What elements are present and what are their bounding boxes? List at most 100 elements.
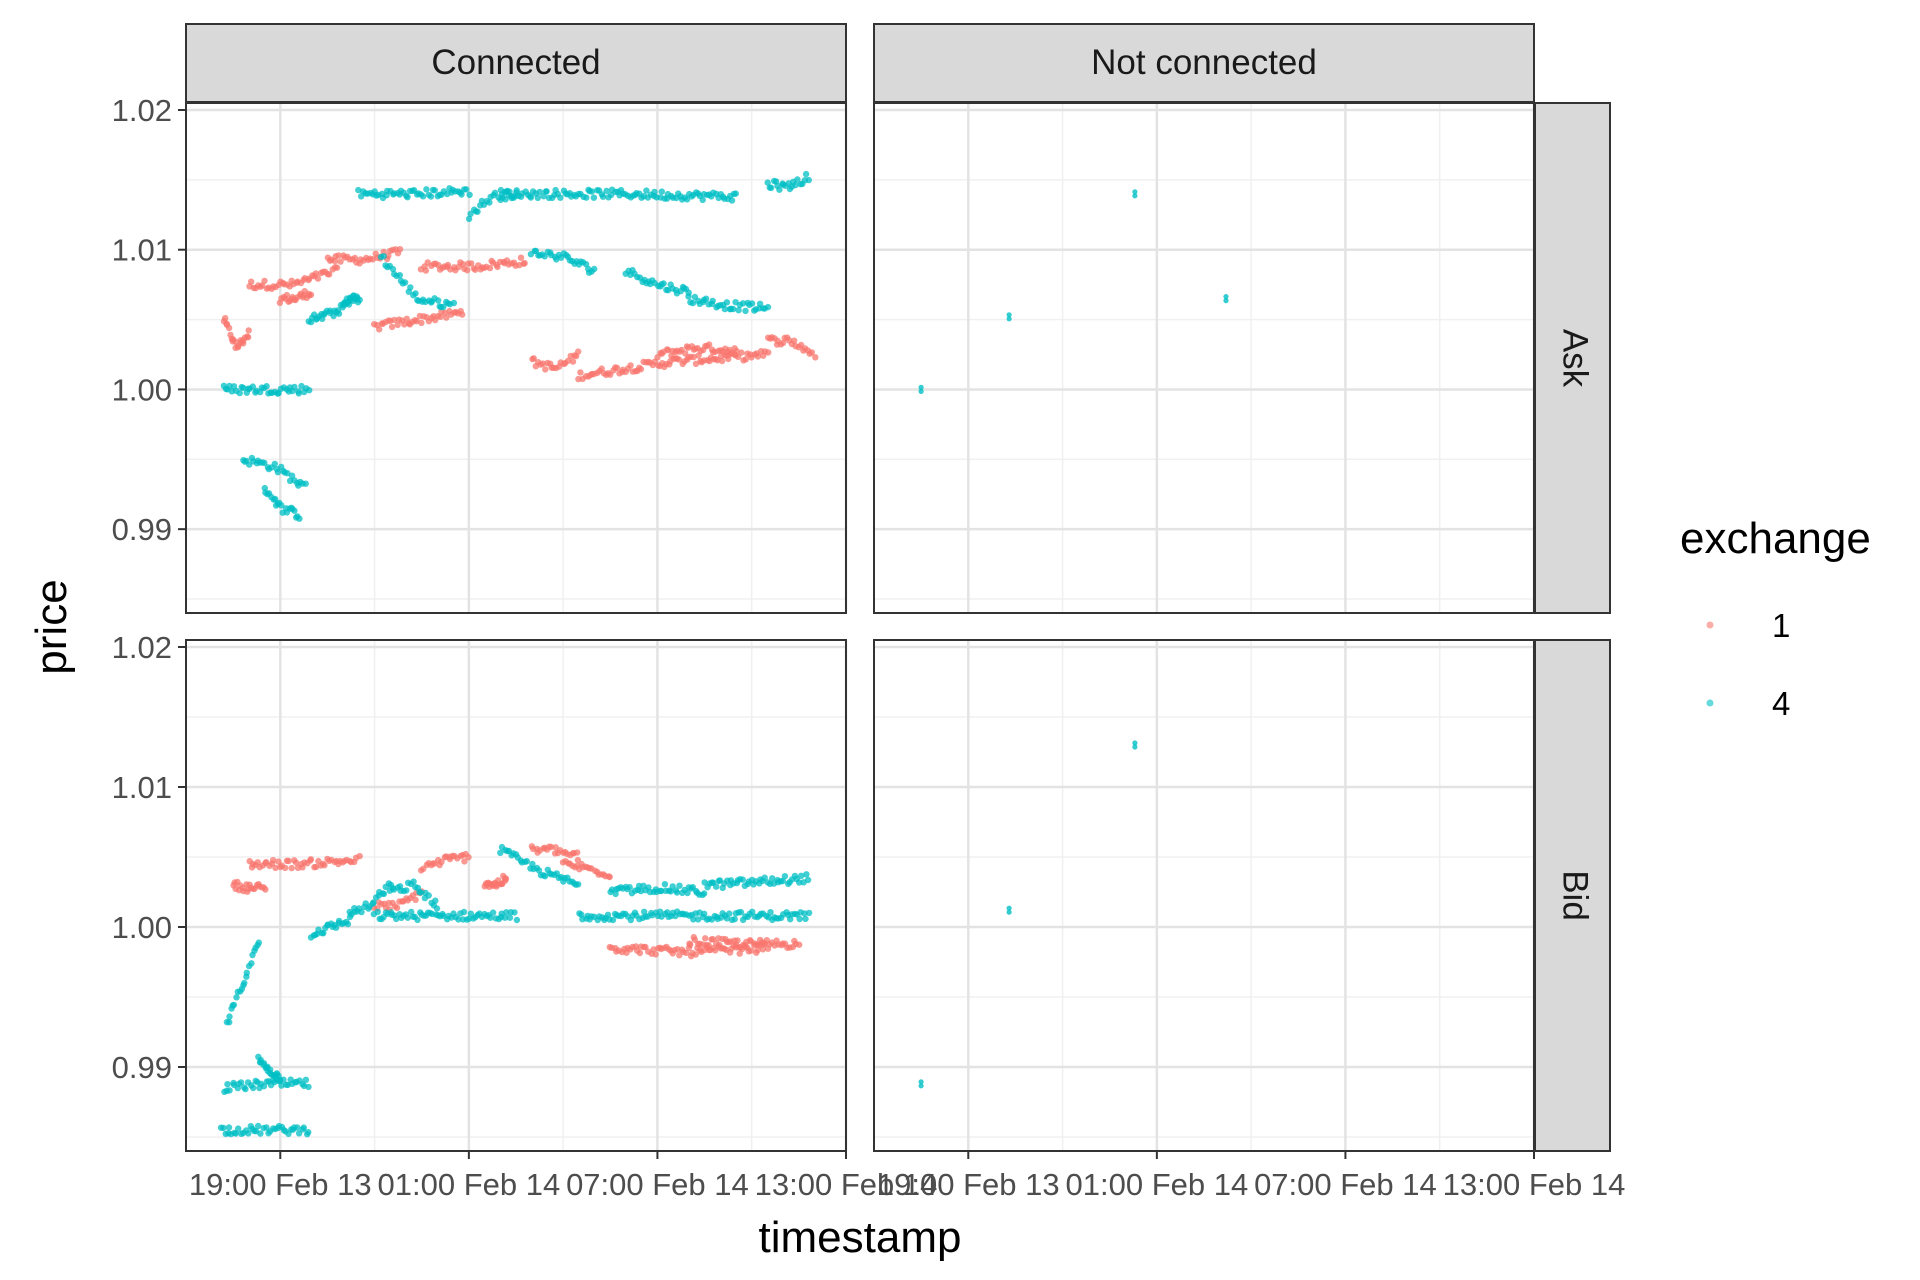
data-point (337, 258, 344, 265)
data-point (326, 271, 333, 278)
data-point (588, 188, 596, 195)
facet-label-row: Bid (1555, 870, 1594, 921)
data-point (491, 189, 499, 196)
data-point (723, 915, 731, 922)
data-point (676, 882, 683, 889)
data-point (726, 910, 733, 917)
data-point (413, 318, 420, 325)
data-point (918, 388, 924, 394)
data-point (812, 354, 819, 361)
data-point (374, 908, 381, 916)
data-point (1132, 740, 1138, 746)
data-point (805, 176, 812, 184)
data-point (468, 260, 475, 267)
data-point (394, 321, 401, 329)
data-point (465, 215, 473, 223)
data-point (695, 916, 702, 923)
data-point (791, 337, 798, 344)
data-point (692, 951, 699, 958)
data-point (269, 857, 277, 864)
y-tick-label: 1.00 (112, 372, 172, 407)
data-point (685, 293, 692, 300)
data-point (701, 879, 708, 886)
y-tick-label: 0.99 (112, 512, 172, 547)
data-point (1006, 312, 1012, 318)
data-point (658, 887, 665, 895)
data-point (742, 307, 749, 315)
data-point (732, 190, 739, 197)
data-point (792, 181, 799, 189)
y-tick-label: 1.02 (112, 630, 172, 665)
data-point (739, 300, 747, 307)
data-point (1132, 744, 1138, 750)
data-point (705, 942, 712, 949)
data-point (779, 877, 786, 885)
data-point (233, 994, 240, 1001)
data-point (668, 352, 675, 359)
data-point (299, 864, 306, 871)
data-point (305, 1129, 312, 1136)
data-point (408, 908, 415, 916)
data-point (575, 348, 582, 355)
data-point (327, 307, 334, 314)
data-point (332, 924, 340, 931)
data-point (438, 858, 445, 865)
data-point (300, 1124, 307, 1131)
data-point (764, 303, 772, 311)
data-point (225, 1124, 233, 1131)
data-point (260, 1083, 268, 1090)
data-point (808, 349, 816, 356)
data-point (725, 355, 732, 363)
data-point (699, 196, 706, 204)
data-point (660, 280, 667, 287)
data-point (494, 263, 501, 271)
data-point (734, 937, 741, 944)
data-point (658, 188, 665, 195)
data-point (776, 186, 783, 193)
y-tick-label: 1.01 (112, 233, 172, 268)
data-point (506, 914, 514, 921)
data-point (423, 186, 430, 193)
y-tick-label: 1.01 (112, 770, 172, 805)
data-point (489, 909, 497, 916)
data-point (237, 1079, 245, 1086)
data-point (458, 191, 465, 198)
x-tick-label: 19:00 Feb 13 (189, 1167, 372, 1202)
data-point (661, 881, 669, 888)
data-point (521, 260, 528, 267)
x-axis-title: timestamp (759, 1213, 962, 1262)
data-point (401, 279, 409, 286)
data-point (637, 366, 645, 373)
data-point (459, 311, 466, 318)
data-point (636, 949, 644, 957)
data-point (733, 347, 740, 355)
data-point (248, 960, 255, 967)
data-point (748, 947, 755, 954)
data-point (335, 310, 343, 317)
data-point (292, 859, 300, 866)
data-point (250, 1084, 257, 1092)
data-point (486, 264, 494, 272)
data-point (248, 278, 255, 285)
data-point (355, 186, 362, 194)
facet-label-column: Connected (431, 43, 600, 82)
data-point (761, 874, 768, 881)
data-point (380, 890, 388, 898)
data-point (794, 176, 801, 183)
data-point (569, 358, 577, 365)
data-point (236, 389, 243, 397)
data-point (541, 873, 549, 880)
data-point (321, 862, 328, 869)
data-point (393, 915, 400, 923)
data-point (254, 859, 261, 866)
x-tick-label: 01:00 Feb 14 (1066, 1167, 1249, 1202)
data-point (249, 383, 256, 390)
data-point (543, 188, 550, 195)
data-point (320, 930, 327, 937)
data-point (380, 253, 387, 260)
data-point (312, 270, 319, 277)
data-point (263, 383, 270, 390)
data-point (1132, 193, 1138, 199)
data-point (805, 909, 813, 917)
